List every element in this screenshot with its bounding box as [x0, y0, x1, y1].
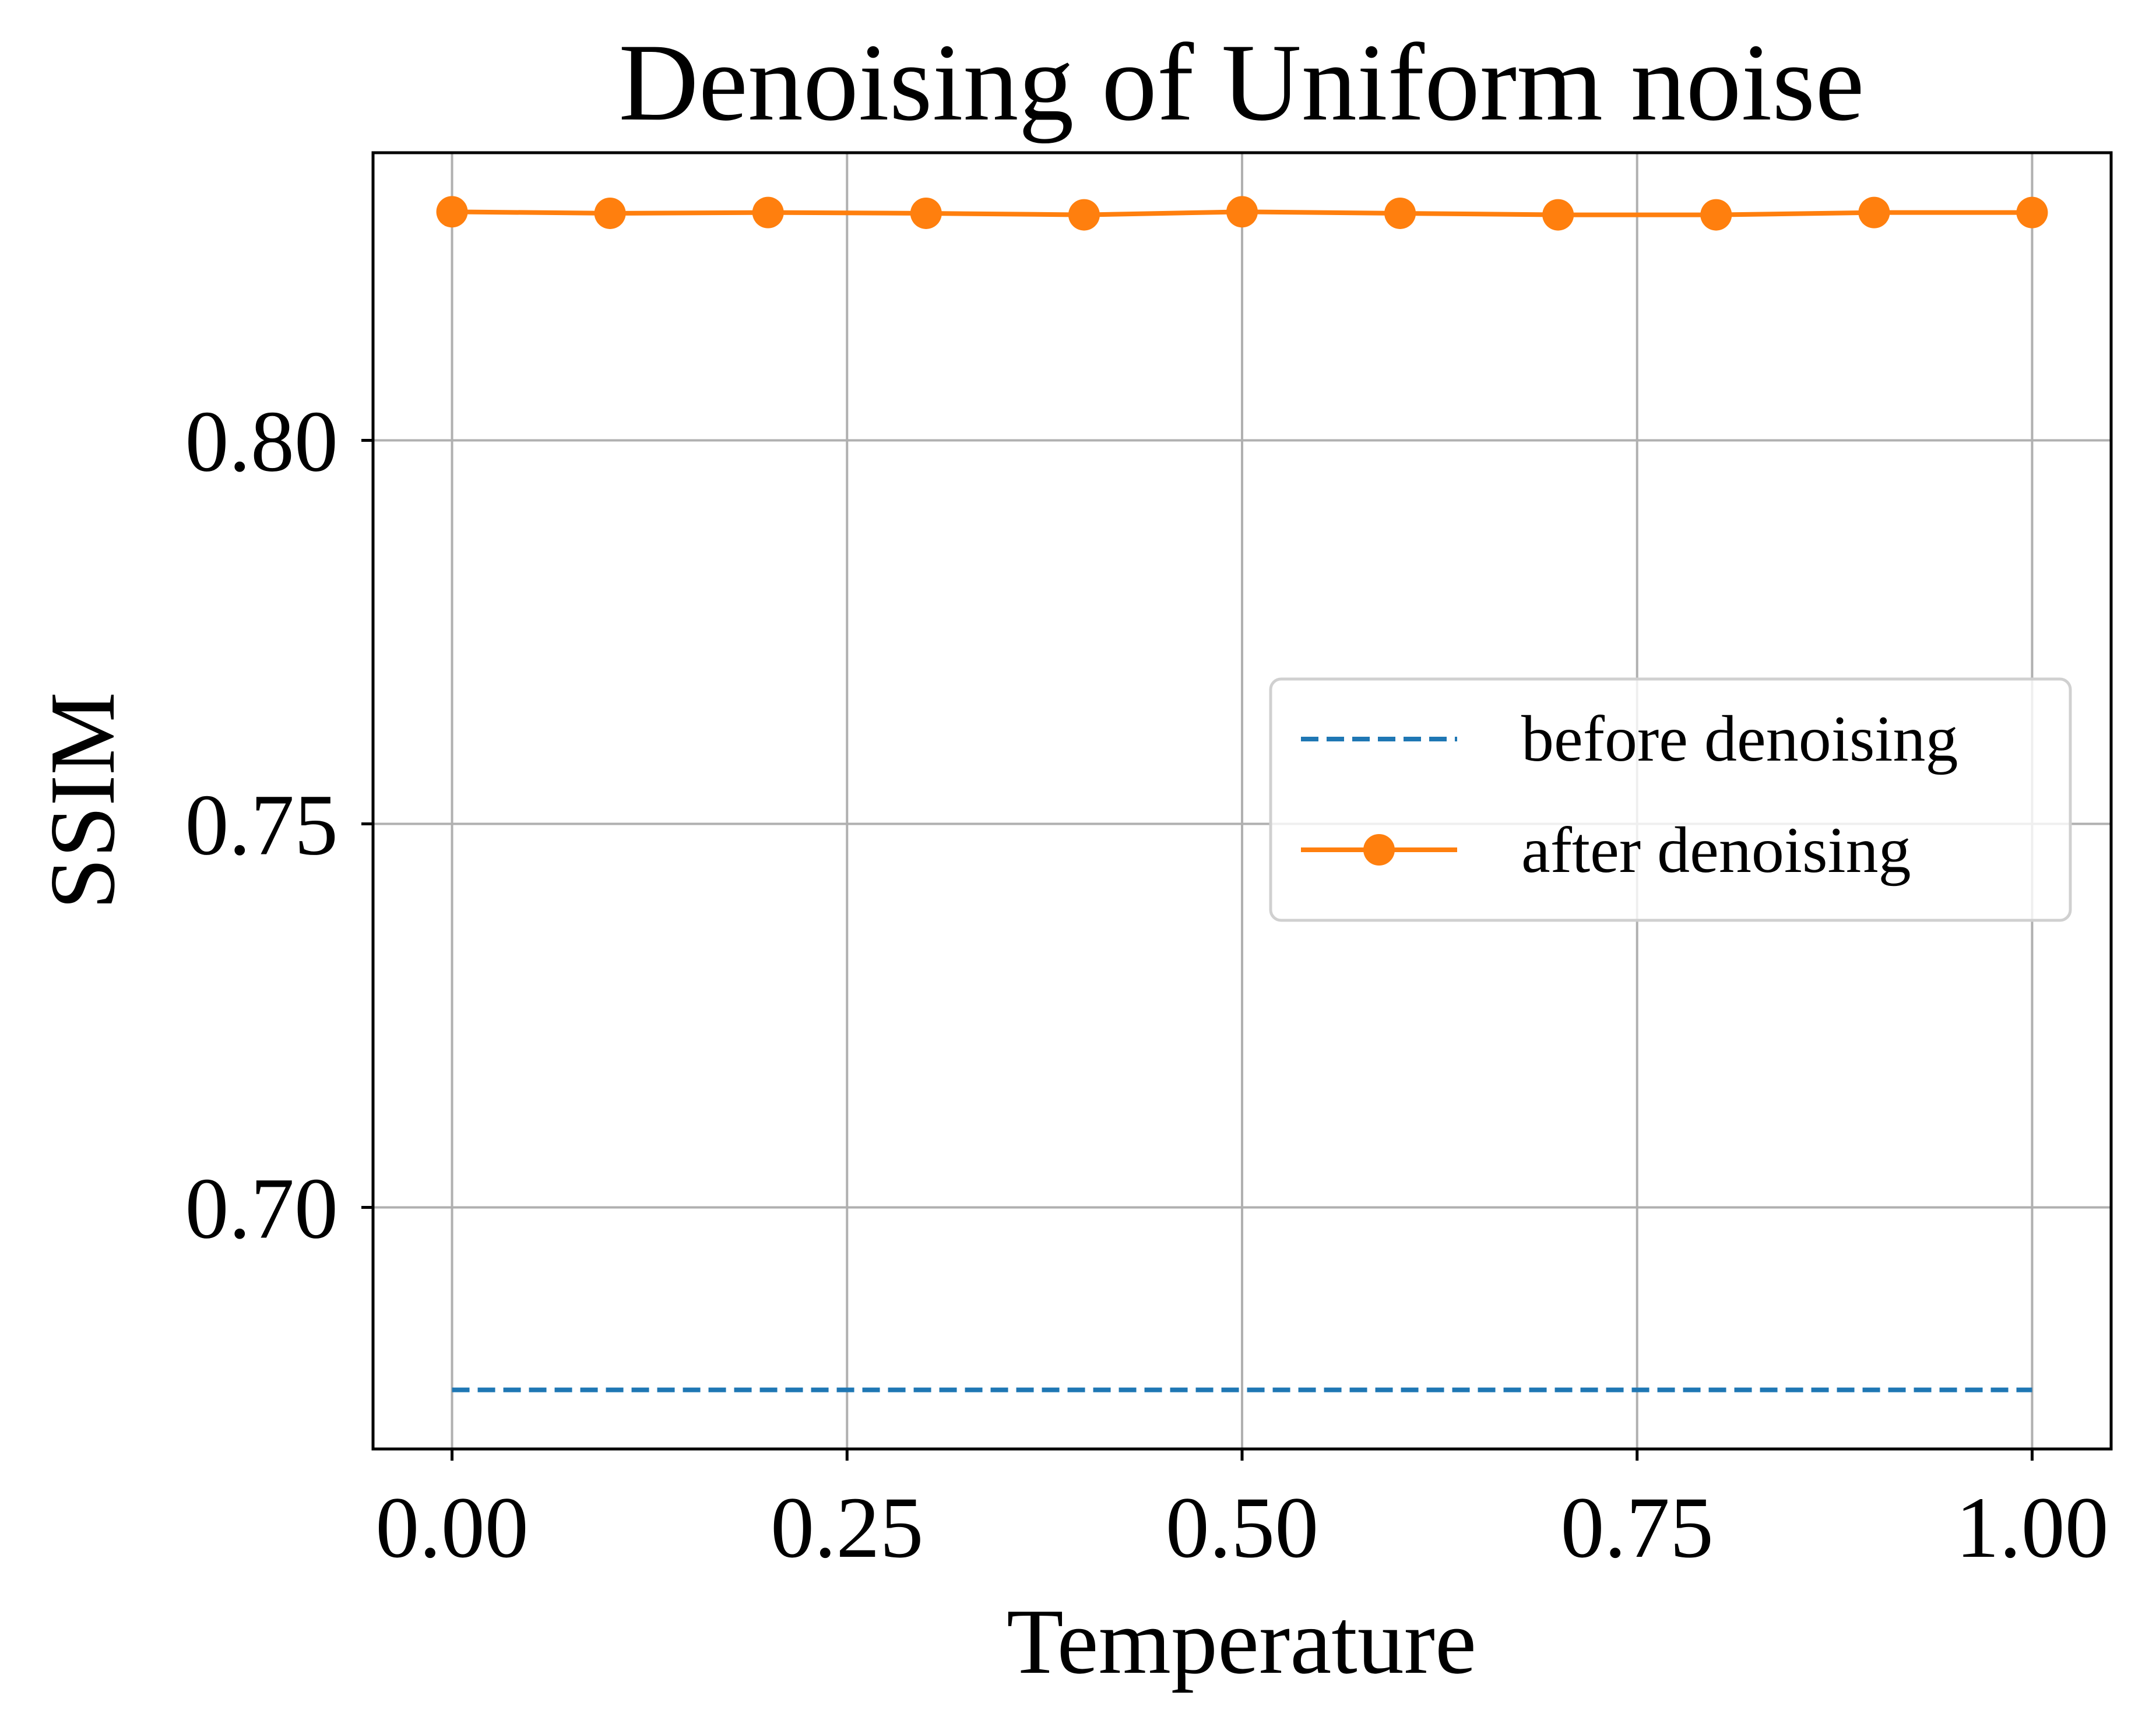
data-point-after-denoising — [1542, 199, 1574, 231]
data-point-after-denoising — [1226, 196, 1258, 228]
data-point-after-denoising — [1068, 199, 1100, 231]
data-point-after-denoising — [2016, 196, 2048, 228]
y-axis-label: SSIM — [30, 692, 134, 910]
legend-label-after-denoising: after denoising — [1521, 814, 1911, 887]
data-point-after-denoising — [752, 196, 784, 228]
x-tick-label: 0.25 — [771, 1479, 924, 1576]
x-tick-label: 0.75 — [1560, 1479, 1714, 1576]
data-point-after-denoising — [1384, 197, 1416, 229]
plot-series — [436, 196, 2048, 1392]
data-point-after-denoising — [594, 197, 626, 229]
data-point-after-denoising — [910, 197, 942, 229]
y-tick-label: 0.80 — [185, 393, 339, 490]
axis-ticks: 0.00 0.25 0.50 0.75 1.00 0.70 0.75 0.80 — [185, 393, 2109, 1576]
data-point-after-denoising — [1858, 196, 1890, 228]
y-tick-label: 0.70 — [185, 1160, 339, 1257]
legend: before denoising after denoising — [1269, 677, 2072, 922]
x-tick-label: 0.00 — [375, 1479, 529, 1576]
data-point-after-denoising — [1700, 199, 1732, 231]
legend-box — [1269, 677, 2072, 922]
legend-label-before-denoising: before denoising — [1521, 703, 1958, 775]
chart-title: Denoising of Uniform noise — [618, 22, 1864, 144]
y-tick-label: 0.75 — [185, 776, 339, 873]
x-tick-label: 0.50 — [1166, 1479, 1319, 1576]
x-tick-label: 1.00 — [1955, 1479, 2109, 1576]
data-point-after-denoising — [436, 196, 468, 228]
legend-marker-after-denoising — [1363, 834, 1395, 866]
x-axis-label: Temperature — [1007, 1589, 1476, 1693]
